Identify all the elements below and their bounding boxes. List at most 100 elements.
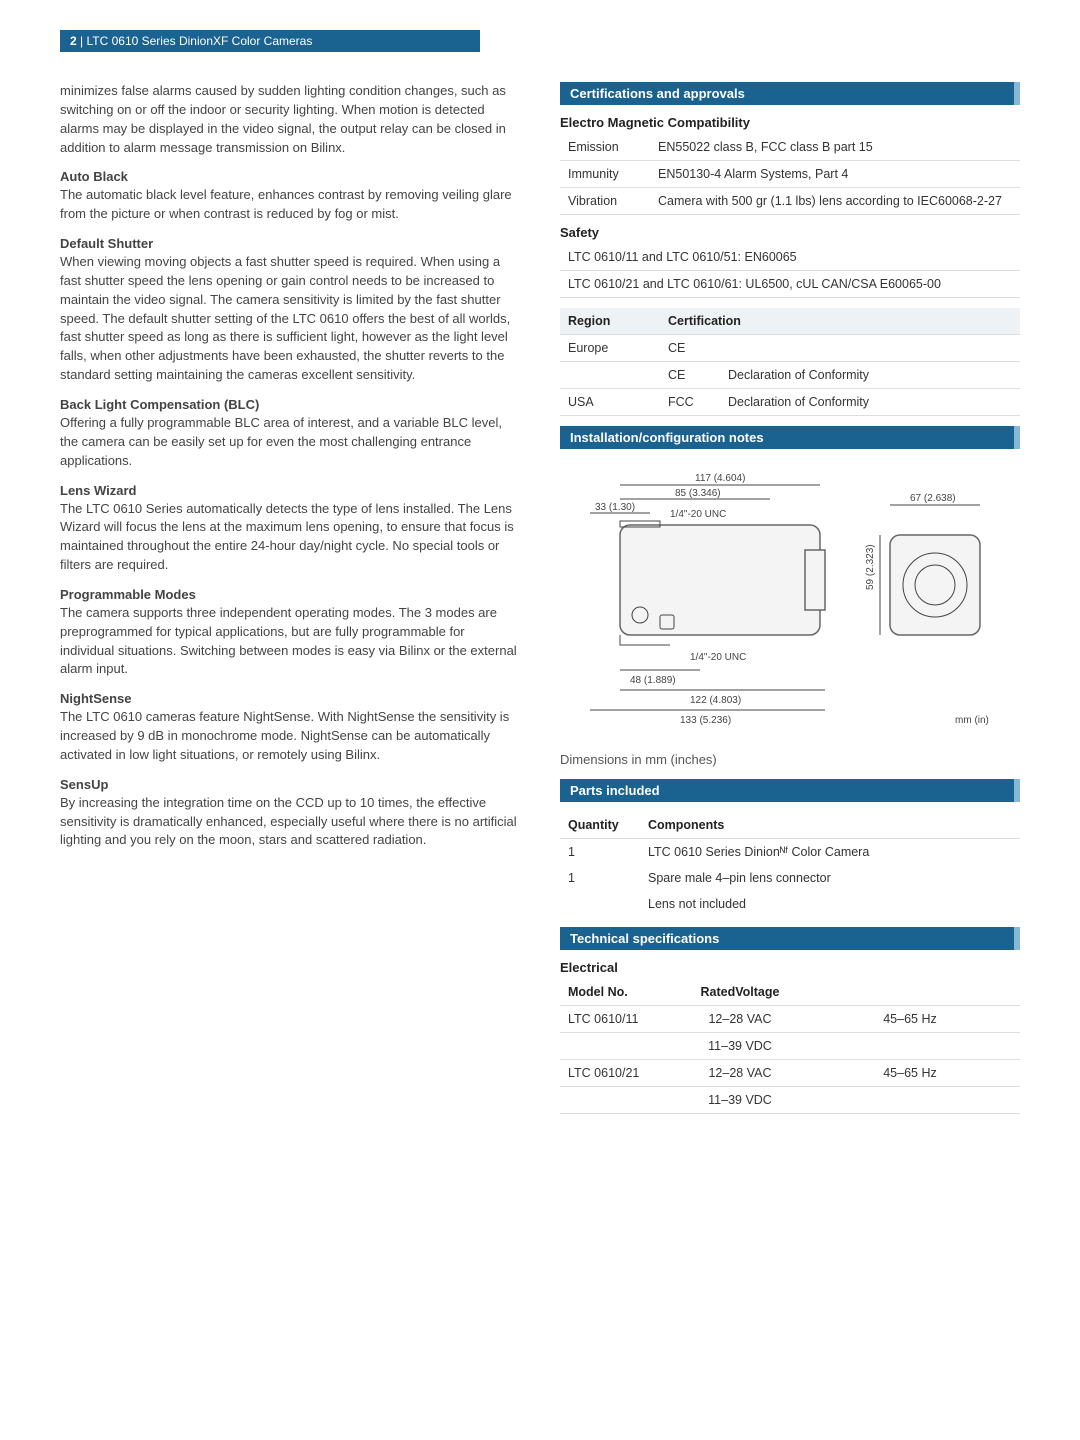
emc-val: EN50130-4 Alarm Systems, Part 4 — [650, 161, 1020, 188]
cell: Declaration of Conformity — [720, 362, 1020, 389]
feature-text: The automatic black level feature, enhan… — [60, 186, 520, 224]
emc-val: EN55022 class B, FCC class B part 15 — [650, 134, 1020, 161]
dim-top1: 117 (4.604) — [695, 473, 745, 484]
feature-text: The LTC 0610 Series automatically detect… — [60, 500, 520, 575]
page-number: 2 — [70, 34, 77, 48]
table-row: 11–39 VDC — [560, 1087, 1020, 1114]
cell — [560, 1087, 680, 1114]
cell: LTC 0610 Series Dinionᴺᶠ Color Camera — [640, 839, 1020, 866]
table-row: Europe CE — [560, 335, 1020, 362]
table-row: 11–39 VDC — [560, 1033, 1020, 1060]
cell: Lens not included — [640, 891, 1020, 917]
feature-text: The LTC 0610 cameras feature NightSense.… — [60, 708, 520, 765]
intro-paragraph: minimizes false alarms caused by sudden … — [60, 82, 520, 157]
cell: CE — [660, 335, 720, 362]
dim-unit: mm (in) — [955, 715, 989, 726]
table-row: Vibration Camera with 500 gr (1.1 lbs) l… — [560, 188, 1020, 215]
col-model: Model No. — [560, 979, 680, 1006]
cell: 1 — [560, 865, 640, 891]
cell — [720, 335, 1020, 362]
page-title: LTC 0610 Series DinionXF Color Cameras — [86, 34, 312, 48]
dim-left: 33 (1.30) — [595, 502, 635, 513]
cell: USA — [560, 389, 660, 416]
diagram-caption: Dimensions in mm (inches) — [560, 752, 1020, 767]
feature-title: NightSense — [60, 691, 520, 706]
cell — [560, 1033, 680, 1060]
cell: Europe — [560, 335, 660, 362]
table-row: LTC 0610/11 12–28 VAC 45–65 Hz — [560, 1006, 1020, 1033]
feature-text: When viewing moving objects a fast shutt… — [60, 253, 520, 385]
feature-title: Default Shutter — [60, 236, 520, 251]
cell: CE — [660, 362, 720, 389]
emc-key: Vibration — [560, 188, 650, 215]
feature-title: Auto Black — [60, 169, 520, 184]
cell: 12–28 VAC — [680, 1006, 800, 1033]
col-region: Region — [560, 308, 660, 335]
emc-key: Emission — [560, 134, 650, 161]
cell: Declaration of Conformity — [720, 389, 1020, 416]
tech-sub: Electrical — [560, 960, 1020, 975]
tech-table: Model No. RatedVoltage LTC 0610/11 12–28… — [560, 979, 1020, 1114]
two-column-layout: minimizes false alarms caused by sudden … — [60, 82, 1020, 1124]
cell: 11–39 VDC — [680, 1033, 800, 1060]
dim-height: 59 (2.323) — [865, 544, 876, 590]
cell: 11–39 VDC — [680, 1087, 800, 1114]
feature-title: Back Light Compensation (BLC) — [60, 397, 520, 412]
emc-header: Electro Magnetic Compatibility — [560, 115, 1020, 130]
safety-line: LTC 0610/21 and LTC 0610/61: UL6500, cUL… — [560, 271, 1020, 298]
cell — [560, 362, 660, 389]
cell: 12–28 VAC — [680, 1060, 800, 1087]
feature-prog-modes: Programmable Modes The camera supports t… — [60, 587, 520, 679]
emc-val: Camera with 500 gr (1.1 lbs) lens accord… — [650, 188, 1020, 215]
col-cert: Certification — [660, 308, 1020, 335]
section-certifications: Certifications and approvals — [560, 82, 1020, 105]
left-column: minimizes false alarms caused by sudden … — [60, 82, 520, 1124]
section-parts: Parts included — [560, 779, 1020, 802]
dim-unc-top: 1/4"-20 UNC — [670, 509, 726, 520]
feature-text: Offering a fully programmable BLC area o… — [60, 414, 520, 471]
feature-title: Lens Wizard — [60, 483, 520, 498]
col-voltage: RatedVoltage — [680, 979, 800, 1006]
feature-text: By increasing the integration time on th… — [60, 794, 520, 851]
cell: Spare male 4–pin lens connector — [640, 865, 1020, 891]
table-row: CE Declaration of Conformity — [560, 362, 1020, 389]
parts-table: Quantity Components 1 LTC 0610 Series Di… — [560, 812, 1020, 917]
cell — [560, 891, 640, 917]
feature-default-shutter: Default Shutter When viewing moving obje… — [60, 236, 520, 385]
col-qty: Quantity — [560, 812, 640, 839]
cell — [800, 1087, 1020, 1114]
dim-bot1: 48 (1.889) — [630, 675, 676, 686]
section-tech: Technical specifications — [560, 927, 1020, 950]
dim-bot3: 133 (5.236) — [680, 715, 731, 726]
feature-sensup: SensUp By increasing the integration tim… — [60, 777, 520, 851]
table-row: USA FCC Declaration of Conformity — [560, 389, 1020, 416]
table-row: 1 LTC 0610 Series Dinionᴺᶠ Color Camera — [560, 839, 1020, 866]
table-row: Emission EN55022 class B, FCC class B pa… — [560, 134, 1020, 161]
feature-text: The camera supports three independent op… — [60, 604, 520, 679]
col-comp: Components — [640, 812, 1020, 839]
emc-key: Immunity — [560, 161, 650, 188]
cell — [800, 1033, 1020, 1060]
page-header: 2 | LTC 0610 Series DinionXF Color Camer… — [60, 30, 480, 52]
feature-nightsense: NightSense The LTC 0610 cameras feature … — [60, 691, 520, 765]
dimension-diagram: 117 (4.604) 85 (3.346) 33 (1.30) 1/4"-20… — [560, 459, 1020, 746]
cell: LTC 0610/21 — [560, 1060, 680, 1087]
dim-right: 67 (2.638) — [910, 493, 956, 504]
dim-bot2: 122 (4.803) — [690, 695, 741, 706]
cell: 1 — [560, 839, 640, 866]
table-row: LTC 0610/21 12–28 VAC 45–65 Hz — [560, 1060, 1020, 1087]
feature-auto-black: Auto Black The automatic black level fea… — [60, 169, 520, 224]
section-installation: Installation/configuration notes — [560, 426, 1020, 449]
cell: LTC 0610/11 — [560, 1006, 680, 1033]
col-empty — [800, 979, 1020, 1006]
table-row: Lens not included — [560, 891, 1020, 917]
table-header-row: Model No. RatedVoltage — [560, 979, 1020, 1006]
dim-top2: 85 (3.346) — [675, 488, 721, 499]
cell: 45–65 Hz — [800, 1060, 1020, 1087]
feature-title: Programmable Modes — [60, 587, 520, 602]
feature-blc: Back Light Compensation (BLC) Offering a… — [60, 397, 520, 471]
right-column: Certifications and approvals Electro Mag… — [560, 82, 1020, 1124]
safety-line: LTC 0610/11 and LTC 0610/51: EN60065 — [560, 244, 1020, 271]
emc-table: Emission EN55022 class B, FCC class B pa… — [560, 134, 1020, 215]
feature-title: SensUp — [60, 777, 520, 792]
